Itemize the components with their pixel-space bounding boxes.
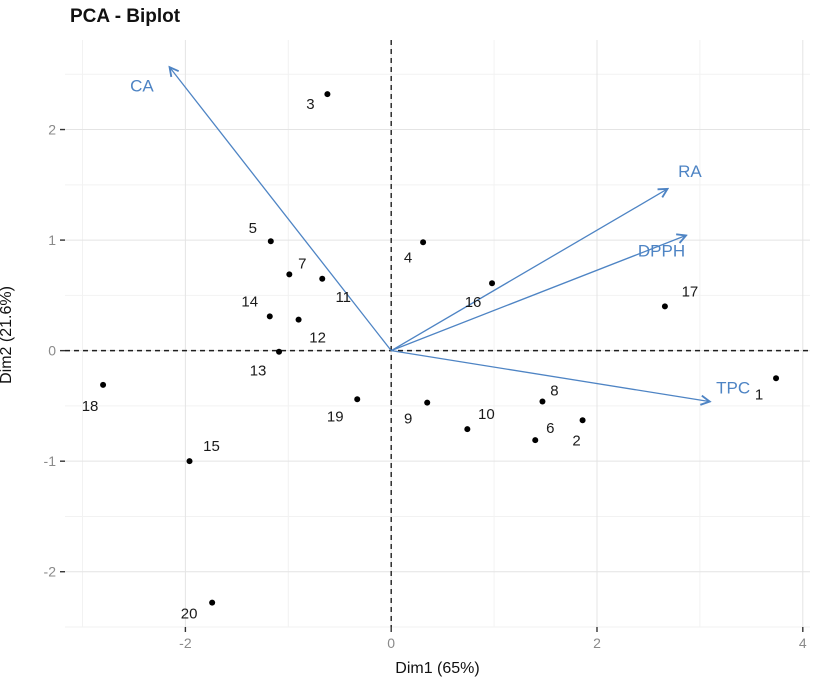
point-label: 15 bbox=[203, 438, 220, 455]
point-label: 5 bbox=[249, 220, 257, 237]
data-point bbox=[354, 396, 361, 403]
data-point bbox=[266, 313, 273, 320]
data-point bbox=[286, 271, 293, 278]
point-label: 9 bbox=[404, 411, 412, 428]
x-tick-label: 0 bbox=[387, 635, 395, 651]
data-point bbox=[420, 239, 427, 246]
point-label: 7 bbox=[298, 255, 306, 272]
point-label: 18 bbox=[82, 398, 99, 415]
point-label: 1 bbox=[755, 386, 763, 403]
point-label: 11 bbox=[335, 289, 351, 306]
point-label: 16 bbox=[465, 294, 482, 311]
data-point bbox=[773, 375, 780, 382]
vector-label: RA bbox=[678, 162, 702, 181]
x-tick-label: 2 bbox=[593, 635, 601, 651]
vector-label: TPC bbox=[716, 378, 750, 397]
data-point bbox=[319, 275, 326, 282]
pca-vector-arrow bbox=[390, 189, 667, 352]
y-tick-label: 2 bbox=[48, 122, 56, 138]
data-point bbox=[267, 238, 274, 245]
point-label: 14 bbox=[241, 293, 258, 310]
point-label: 6 bbox=[546, 420, 554, 437]
chart-title: PCA - Biplot bbox=[70, 6, 181, 27]
data-point bbox=[100, 381, 107, 388]
data-point bbox=[424, 399, 431, 406]
point-label: 4 bbox=[404, 249, 412, 266]
data-point bbox=[579, 417, 586, 424]
pca-vector-arrow bbox=[390, 236, 685, 352]
data-point bbox=[661, 303, 668, 310]
point-label: 19 bbox=[327, 408, 344, 425]
data-point bbox=[324, 91, 331, 98]
x-tick-label: -2 bbox=[179, 635, 192, 651]
data-point bbox=[209, 599, 216, 606]
data-point bbox=[539, 398, 546, 405]
point-label: 2 bbox=[572, 432, 580, 449]
pca-vector-arrow bbox=[391, 349, 709, 402]
x-tick-label: 4 bbox=[799, 635, 807, 651]
point-label: 20 bbox=[181, 606, 198, 623]
data-point bbox=[186, 458, 193, 465]
y-tick-label: 1 bbox=[48, 232, 56, 248]
y-tick-label: 0 bbox=[48, 343, 56, 359]
point-label: 12 bbox=[309, 330, 326, 347]
point-label: 13 bbox=[250, 363, 267, 380]
vector-label: CA bbox=[130, 77, 154, 96]
y-axis-title: Dim2 (21.6%) bbox=[0, 286, 15, 384]
y-tick-label: -1 bbox=[44, 453, 57, 469]
point-label: 8 bbox=[550, 382, 558, 399]
data-point bbox=[464, 426, 471, 433]
data-point bbox=[295, 316, 302, 323]
point-label: 17 bbox=[682, 283, 699, 300]
vector-label: DPPH bbox=[638, 242, 685, 261]
data-point bbox=[532, 437, 539, 444]
point-label: 3 bbox=[306, 96, 314, 113]
point-label: 10 bbox=[478, 406, 495, 423]
pca-vector-arrow bbox=[170, 68, 392, 352]
data-point bbox=[489, 280, 496, 287]
y-tick-label: -2 bbox=[44, 564, 57, 580]
x-axis-title: Dim1 (65%) bbox=[395, 660, 480, 677]
data-point bbox=[276, 348, 283, 355]
